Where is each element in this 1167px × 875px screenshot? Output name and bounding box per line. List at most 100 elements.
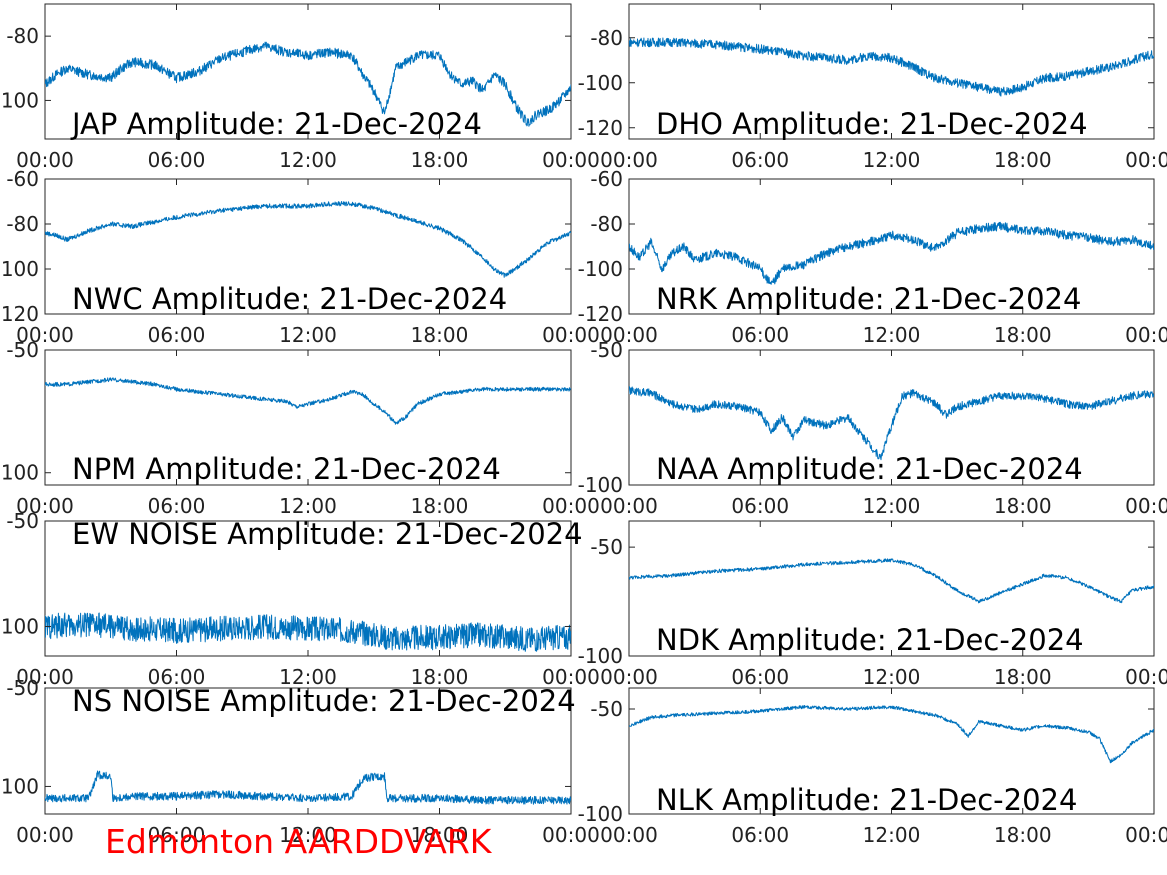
x-tick-label: 12:00 <box>279 148 337 172</box>
x-tick-label: 12:00 <box>863 494 921 518</box>
series-line <box>45 201 571 278</box>
series-line <box>629 705 1154 764</box>
x-tick-label: 00:00 <box>542 665 600 689</box>
x-tick-label: 00:00 <box>1125 823 1167 847</box>
panel-title: NAA Amplitude: 21-Dec-2024 <box>656 452 1083 486</box>
series-line <box>45 377 571 425</box>
x-tick-label: 12:00 <box>279 323 337 347</box>
series-line <box>629 221 1154 285</box>
y-tick-label: -100 <box>0 257 39 281</box>
panel-title: EW NOISE Amplitude: 21-Dec-2024 <box>72 517 583 551</box>
x-tick-label: 18:00 <box>994 148 1052 172</box>
series-line <box>629 386 1154 461</box>
x-tick-label: 06:00 <box>148 148 206 172</box>
panel-dho: -80 -100 -120 00:00 06:00 12:00 18:00 00:00 DHO … <box>578 3 1167 172</box>
y-tick-label: -100 <box>578 802 623 826</box>
x-tick-label: 00:00 <box>1125 323 1167 347</box>
y-tick-label: -80 <box>6 212 39 236</box>
plot-frame <box>628 520 1155 657</box>
x-tick-label: 00:00 <box>16 148 74 172</box>
x-tick-label: 00:00 <box>600 665 658 689</box>
series-line <box>629 37 1154 97</box>
series-line <box>629 558 1154 604</box>
x-tick-label: 06:00 <box>731 665 789 689</box>
x-tick-label: 18:00 <box>411 665 469 689</box>
y-tick-label: -100 <box>578 473 623 497</box>
x-tick-label: 00:00 <box>16 665 74 689</box>
series-line <box>45 770 571 805</box>
y-tick-label: -50 <box>6 338 39 362</box>
x-tick-label: 00:00 <box>600 823 658 847</box>
y-tick-label: -120 <box>578 116 623 140</box>
x-tick-label: 06:00 <box>148 323 206 347</box>
panel-title: JAP Amplitude: 21-Dec-2024 <box>70 107 482 141</box>
y-tick-label: -100 <box>578 71 623 95</box>
panel-jap: -80 -100 00:00 06:00 12:00 18:00 00:00 JAP Ampl… <box>0 3 600 172</box>
panel-title: NWC Amplitude: 21-Dec-2024 <box>72 282 507 316</box>
x-tick-label: 00:00 <box>1125 665 1167 689</box>
plot-frame <box>628 3 1155 140</box>
x-tick-label: 06:00 <box>148 665 206 689</box>
y-tick-label: -50 <box>6 509 39 533</box>
x-tick-label: 18:00 <box>411 823 469 847</box>
y-tick-label: -100 <box>0 88 39 112</box>
x-tick-label: 06:00 <box>148 823 206 847</box>
plot-frame <box>628 178 1155 315</box>
x-tick-label: 18:00 <box>994 323 1052 347</box>
panel-title: DHO Amplitude: 21-Dec-2024 <box>656 107 1088 141</box>
y-tick-label: -80 <box>590 212 623 236</box>
x-tick-label: 06:00 <box>731 323 789 347</box>
x-tick-label: 00:00 <box>1125 494 1167 518</box>
x-tick-label: 00:00 <box>600 323 658 347</box>
x-tick-label: 12:00 <box>279 494 337 518</box>
x-tick-label: 00:00 <box>542 823 600 847</box>
station-label: Edmonton AARDDVARK <box>105 822 493 861</box>
y-tick-label: -50 <box>590 535 623 559</box>
x-tick-label: 06:00 <box>731 494 789 518</box>
x-tick-label: 12:00 <box>863 665 921 689</box>
series-line <box>45 612 571 652</box>
y-tick-label: -120 <box>578 302 623 326</box>
x-tick-label: 12:00 <box>279 823 337 847</box>
series-line <box>45 41 571 127</box>
x-tick-label: 00:00 <box>16 823 74 847</box>
y-tick-label: -80 <box>590 26 623 50</box>
y-tick-label: -50 <box>6 676 39 700</box>
x-tick-label: 06:00 <box>731 148 789 172</box>
x-tick-label: 18:00 <box>994 494 1052 518</box>
x-tick-label: 00:00 <box>16 494 74 518</box>
y-tick-label: -100 <box>578 257 623 281</box>
y-tick-label: -60 <box>590 167 623 191</box>
panel-title: NS NOISE Amplitude: 21-Dec-2024 <box>72 684 576 718</box>
x-tick-label: 18:00 <box>411 494 469 518</box>
y-tick-label: -50 <box>590 338 623 362</box>
panel-ns-noise: -50 -100 00:00 06:00 12:00 18:00 00:00 NS NOISE… <box>0 676 600 847</box>
x-tick-label: 00:00 <box>542 148 600 172</box>
panel-nwc: -60-80-100-12000:0006:0012:0018:0000:00N… <box>0 167 600 347</box>
panel-nrk: -60-80-100-12000:0006:0012:0018:0000:00N… <box>578 167 1167 347</box>
x-tick-label: 06:00 <box>148 494 206 518</box>
x-tick-label: 12:00 <box>863 323 921 347</box>
y-tick-label: -100 <box>0 461 39 485</box>
y-tick-label: -120 <box>0 302 39 326</box>
plot-frame <box>44 349 572 486</box>
panel-title: NPM Amplitude: 21-Dec-2024 <box>72 452 501 486</box>
x-tick-label: 12:00 <box>863 823 921 847</box>
panel-title: NDK Amplitude: 21-Dec-2024 <box>656 623 1084 657</box>
y-tick-label: -100 <box>0 614 39 638</box>
x-tick-label: 00:00 <box>16 323 74 347</box>
x-tick-label: 00:00 <box>1125 148 1167 172</box>
x-tick-label: 18:00 <box>411 323 469 347</box>
y-tick-label: -80 <box>6 24 39 48</box>
x-tick-label: 12:00 <box>279 665 337 689</box>
y-tick-label: -60 <box>6 167 39 191</box>
panel-ew-noise: -50 -100 00:00 06:00 12:00 18:00 00:00 EW NOISE… <box>0 509 600 689</box>
plot-frame <box>44 178 572 315</box>
panel-title: NLK Amplitude: 21-Dec-2024 <box>656 783 1077 817</box>
x-tick-label: 00:00 <box>542 323 600 347</box>
panel-npm: -50 -100 00:00 06:00 12:00 18:00 00:00 NPM Ampl… <box>0 338 600 518</box>
